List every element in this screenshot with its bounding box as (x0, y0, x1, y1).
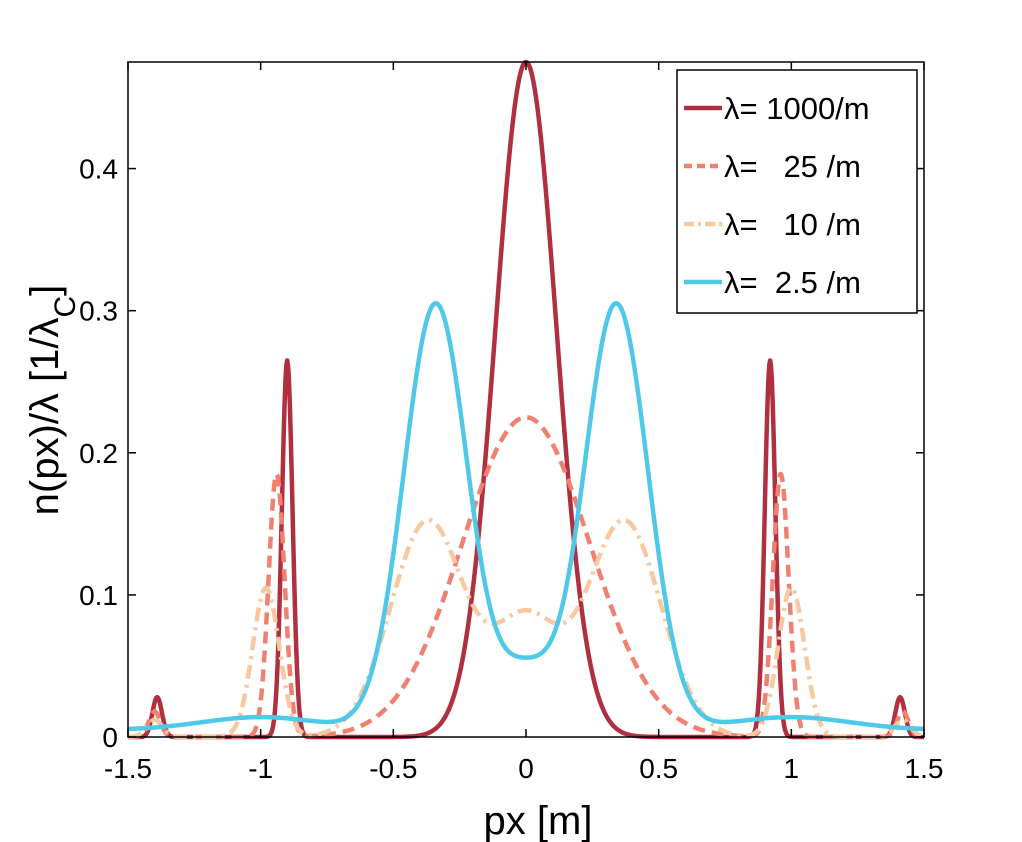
legend-box (676, 69, 918, 314)
series-line-2 (126, 415, 926, 740)
legend: λ= 1000/m λ= 25 /m λ= 10 /m λ= 2.5 /m (676, 69, 918, 314)
y-tick-label: 0.1 (79, 580, 118, 611)
legend-label-1: λ= 1000/m (724, 91, 870, 126)
legend-label-4: λ= 2.5 /m (724, 265, 861, 300)
y-axis-title-subscript: C (49, 296, 82, 318)
x-tick-label: 1 (784, 753, 800, 784)
legend-label-3: λ= 10 /m (724, 207, 861, 242)
y-tick-label: 0.3 (79, 296, 118, 327)
y-axis-title: n(px)/λ [1/λC] (23, 285, 82, 516)
series-line-4 (126, 301, 926, 732)
legend-label-2: λ= 25 /m (724, 149, 861, 184)
x-tick-label: -0.5 (369, 753, 417, 784)
x-tick-label: 0 (518, 753, 534, 784)
y-axis-title-main: n(px)/λ [1/λ (23, 317, 67, 515)
y-tick-label: 0.4 (79, 154, 118, 185)
series-line-3 (126, 517, 926, 740)
y-axis-title-close: ] (23, 285, 67, 296)
x-tick-label: 1.5 (905, 753, 944, 784)
x-tick-label: -1 (248, 753, 273, 784)
y-tick-label: 0.2 (79, 438, 118, 469)
axis-ticks: -1.5 -1 -0.5 0 0.5 1 1.5 0 0.1 0.2 0.3 0.4 (79, 62, 943, 784)
x-axis-title: px [m] (484, 799, 593, 842)
x-tick-label: 0.5 (639, 753, 678, 784)
x-tick-label: -1.5 (104, 753, 152, 784)
y-tick-label: 0 (102, 722, 118, 753)
